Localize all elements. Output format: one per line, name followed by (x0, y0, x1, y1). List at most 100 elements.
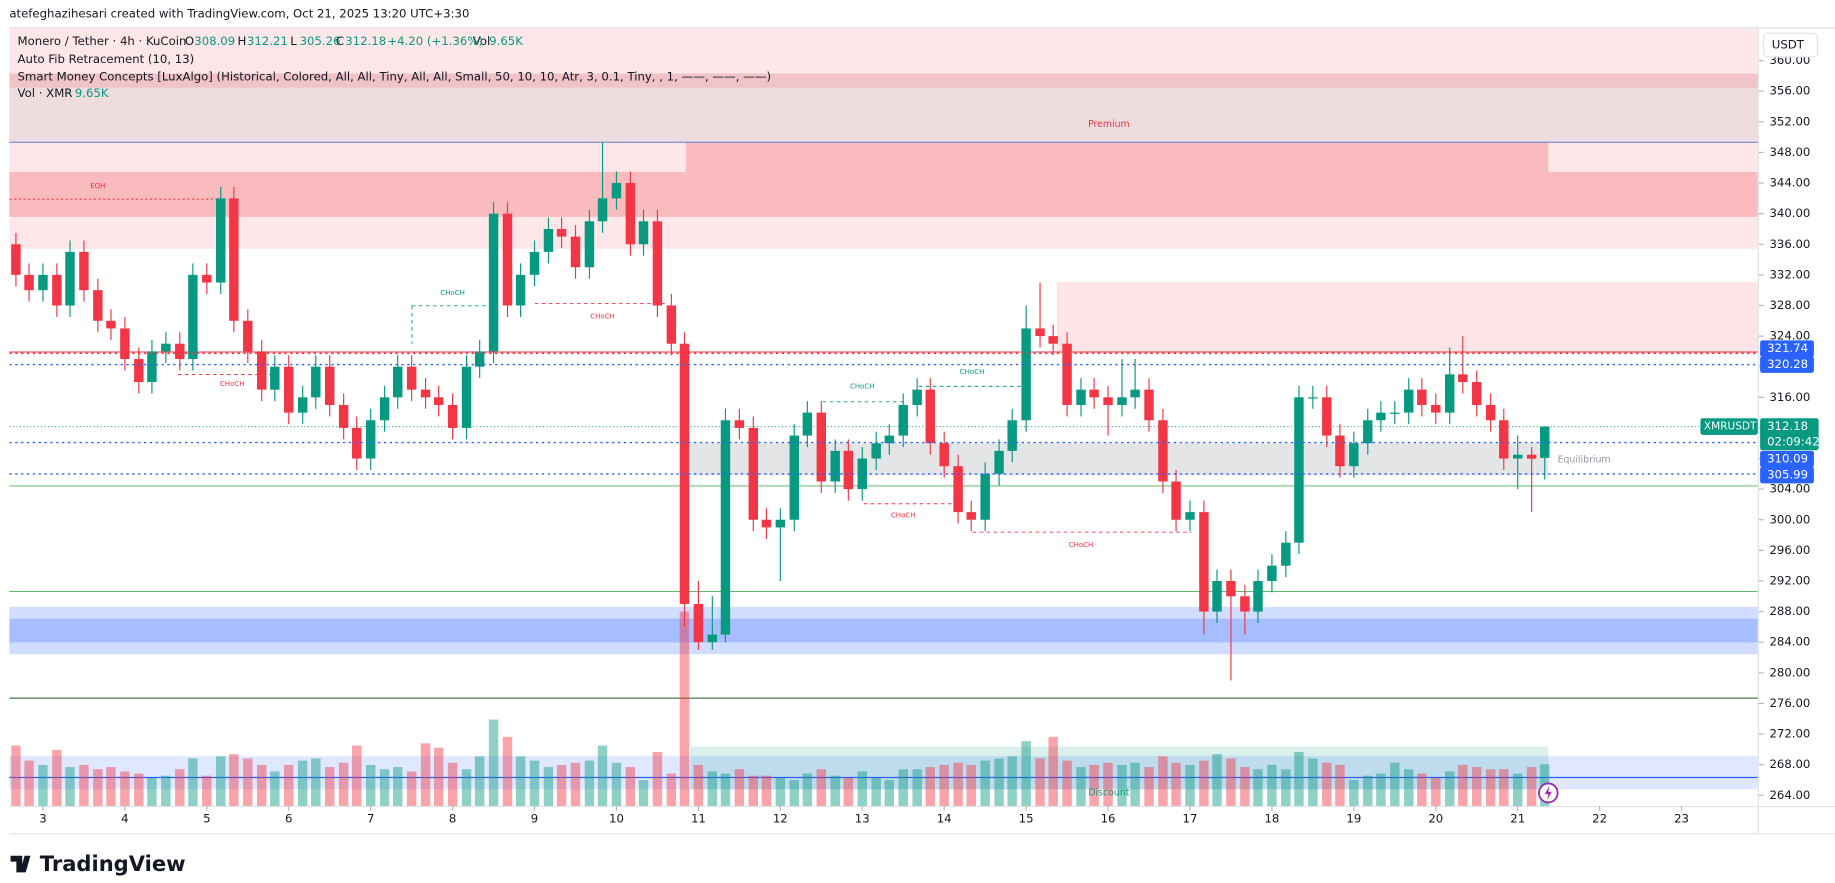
y-tick-label: 352.00 (1769, 114, 1810, 128)
candle-body (898, 404, 908, 436)
volume-bar (1103, 762, 1113, 806)
y-tick-label: 340.00 (1769, 206, 1810, 220)
annotation: Discount (1088, 787, 1129, 798)
volume-bar (1158, 756, 1168, 806)
x-tick-label: 10 (609, 811, 624, 825)
candle-body (1144, 389, 1154, 421)
candle-body (175, 343, 185, 360)
volume-bar (1363, 775, 1373, 806)
candle-body (38, 274, 48, 291)
volume-bar (1212, 754, 1222, 806)
volume-bar (515, 756, 526, 806)
ohlc-label: L (290, 34, 297, 48)
volume-bar (912, 769, 922, 806)
candle-body (529, 251, 540, 275)
candle-body (925, 389, 935, 444)
annotation: CHoCH (891, 511, 916, 520)
volume-bar (161, 775, 171, 806)
ohlc-value: 308.09 (194, 34, 235, 48)
price-label: 305.99 (1767, 468, 1808, 482)
candle-body (1335, 435, 1345, 467)
candle-body (297, 397, 308, 413)
candle-body (1404, 389, 1414, 413)
candle-body (1294, 397, 1304, 543)
volume-bar (1431, 777, 1441, 806)
volume-bar (1062, 760, 1072, 806)
candle-body (1390, 412, 1400, 414)
candle-body (966, 512, 976, 520)
volume-bar (243, 758, 253, 806)
candle-body (243, 320, 253, 352)
x-tick-label: 12 (773, 811, 788, 825)
volume-bar (1171, 762, 1181, 806)
candle-body (52, 274, 62, 306)
candle-body (93, 290, 103, 321)
currency[interactable]: USDT (1772, 37, 1805, 51)
candle-body (789, 435, 799, 520)
volume-bar (256, 764, 267, 806)
volume-bar (1294, 751, 1304, 806)
x-tick-label: 14 (937, 811, 952, 825)
indicator: Smart Money Concepts [LuxAlgo] (Historic… (18, 69, 772, 83)
order-block (685, 142, 1549, 172)
credit: atefeghazihesari created with TradingVie… (9, 7, 469, 21)
volume-bar (202, 775, 212, 806)
candle-body (488, 213, 499, 352)
volume-bar (1226, 758, 1236, 806)
candle-body (816, 412, 827, 482)
candle-body (433, 397, 444, 405)
candle-body (1089, 389, 1099, 398)
volume-bar (1444, 771, 1455, 806)
candle-body (202, 274, 212, 283)
volume-bar (1417, 773, 1427, 806)
candle-body (1376, 412, 1386, 421)
candle-body (147, 351, 157, 383)
volume-bar (966, 764, 976, 806)
x-tick-label: 6 (285, 811, 292, 825)
volume-bar (857, 771, 867, 806)
candle-body (857, 458, 867, 490)
volume-bar (1526, 767, 1537, 806)
candle-body (1035, 328, 1045, 337)
volume-bar (734, 769, 745, 806)
candle-body (1240, 596, 1250, 612)
candle-body (1472, 382, 1482, 405)
brand-logo (10, 855, 31, 873)
currency-button[interactable] (1763, 32, 1819, 58)
fib-zone (9, 73, 1758, 143)
candle-body (420, 389, 431, 398)
candle-body (120, 328, 130, 360)
x-tick-label: 9 (531, 811, 538, 825)
x-tick-label: 22 (1592, 811, 1607, 825)
candle-body (1062, 343, 1072, 405)
x-tick-label: 15 (1019, 811, 1034, 825)
candle-body (284, 366, 294, 413)
annotation: CHoCH (220, 379, 245, 388)
y-tick-label: 268.00 (1769, 757, 1810, 771)
candle-body (1431, 404, 1441, 413)
candle-body (474, 351, 485, 367)
volume-bar (365, 764, 376, 806)
candle-body (734, 420, 745, 428)
volume-bar (816, 769, 827, 806)
candle-body (584, 221, 595, 268)
y-tick-label: 276.00 (1769, 696, 1810, 710)
x-tick-label: 3 (39, 811, 46, 825)
price-label-box (1760, 340, 1814, 357)
volume-bar (925, 767, 935, 806)
volume-bar (1144, 767, 1154, 806)
candle-body (1499, 420, 1509, 459)
x-tick-label: 18 (1264, 811, 1279, 825)
volume-bar (106, 767, 116, 806)
volume-bar (1185, 764, 1195, 806)
candle-body (652, 221, 663, 306)
volume-bar (1458, 764, 1468, 806)
volume-bar (556, 764, 567, 806)
x-tick-label: 16 (1101, 811, 1116, 825)
current-price-box (1760, 418, 1819, 451)
candle-body (720, 420, 731, 635)
volume-bar (447, 762, 458, 806)
x-tick-label: 21 (1510, 811, 1525, 825)
volume-bar (297, 760, 308, 806)
